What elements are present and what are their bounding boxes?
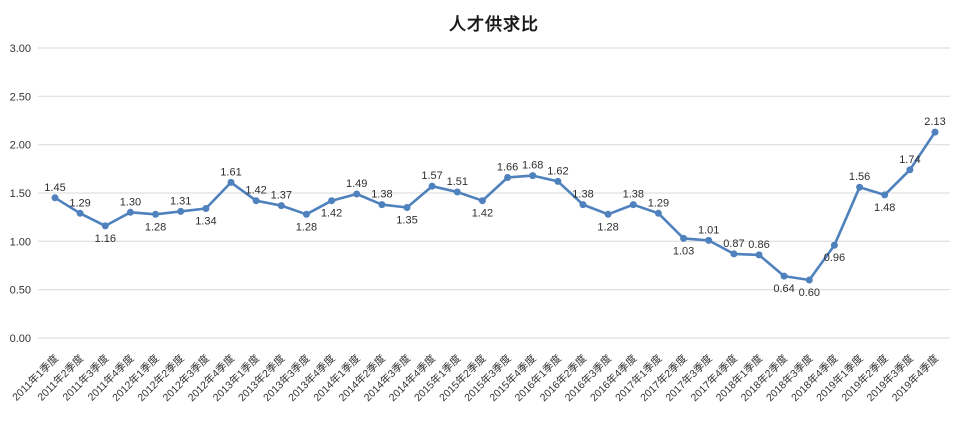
- y-axis-tick-label: 3.00: [10, 43, 31, 55]
- data-point-marker: [378, 201, 386, 209]
- data-point-marker: [403, 204, 411, 211]
- data-point-marker: [252, 197, 260, 205]
- data-point-marker: [906, 166, 914, 174]
- data-point-label: 1.48: [874, 202, 895, 214]
- data-point-label: 1.16: [95, 233, 116, 245]
- data-point-marker: [780, 272, 788, 280]
- data-point-label: 0.87: [723, 238, 744, 250]
- data-point-label: 1.31: [170, 195, 191, 207]
- data-point-marker: [277, 202, 285, 210]
- data-point-marker: [730, 250, 738, 258]
- data-point-label: 2.13: [924, 116, 945, 128]
- data-point-marker: [654, 209, 662, 217]
- data-point-label: 1.45: [44, 182, 65, 194]
- data-point-marker: [126, 208, 134, 216]
- data-point-label: 1.42: [245, 185, 266, 197]
- data-point-marker: [604, 210, 612, 218]
- y-axis-tick-label: 0.00: [10, 333, 31, 345]
- data-point-label: 0.60: [799, 287, 820, 299]
- y-axis-tick-label: 0.50: [10, 285, 31, 297]
- data-point-label: 1.38: [572, 189, 593, 201]
- data-point-marker: [629, 201, 637, 209]
- y-axis-tick-label: 1.00: [10, 236, 31, 248]
- data-point-label: 1.29: [69, 197, 90, 209]
- data-point-marker: [152, 210, 160, 218]
- data-point-label: 1.01: [698, 224, 719, 236]
- data-point-label: 1.30: [120, 196, 141, 208]
- data-point-marker: [931, 128, 939, 136]
- data-point-marker: [830, 241, 838, 249]
- data-point-marker: [755, 251, 763, 259]
- data-point-label: 1.42: [321, 208, 342, 220]
- data-point-marker: [202, 205, 210, 212]
- data-point-marker: [101, 222, 109, 230]
- data-point-label: 1.61: [220, 166, 241, 178]
- data-point-marker: [705, 236, 713, 244]
- y-axis-tick-label: 2.50: [10, 91, 31, 103]
- data-point-marker: [428, 182, 436, 190]
- data-point-label: 1.28: [296, 221, 317, 233]
- data-point-marker: [302, 210, 310, 218]
- data-point-marker: [680, 234, 688, 242]
- data-point-marker: [76, 209, 84, 217]
- series-line: [53, 130, 937, 282]
- data-point-marker: [328, 197, 336, 205]
- data-point-label: 1.38: [623, 189, 644, 201]
- data-point-label: 1.28: [597, 221, 618, 233]
- data-point-marker: [881, 191, 889, 199]
- chart-title: 人才供求比: [449, 15, 539, 35]
- data-point-marker: [177, 207, 185, 215]
- data-point-label: 1.49: [346, 178, 367, 190]
- data-point-label: 1.66: [497, 162, 518, 174]
- data-point-label: 1.03: [673, 245, 694, 257]
- data-point-marker: [856, 183, 864, 191]
- data-point-marker: [579, 201, 587, 209]
- data-point-marker: [529, 172, 537, 180]
- data-point-label: 1.38: [371, 189, 392, 201]
- data-point-marker: [554, 177, 562, 185]
- data-point-label: 1.34: [195, 216, 216, 228]
- data-point-marker: [453, 188, 461, 196]
- data-point-marker: [504, 174, 512, 181]
- data-point-label: 0.96: [824, 252, 845, 264]
- data-point-label: 1.35: [396, 215, 417, 227]
- data-point-label: 1.57: [421, 170, 442, 182]
- data-point-marker: [478, 197, 486, 205]
- data-point-label: 1.28: [145, 221, 166, 233]
- data-point-label: 1.37: [271, 190, 292, 202]
- data-point-label: 1.51: [447, 176, 468, 188]
- data-point-label: 1.42: [472, 208, 493, 220]
- data-point-label: 1.74: [899, 154, 920, 166]
- y-axis-tick-label: 1.50: [10, 188, 31, 200]
- data-point-marker: [353, 190, 361, 198]
- data-point-label: 1.29: [648, 197, 669, 209]
- data-point-label: 1.68: [522, 160, 543, 172]
- data-point-label: 1.62: [547, 165, 568, 177]
- data-point-label: 0.86: [748, 239, 769, 251]
- data-point-marker: [805, 276, 813, 284]
- data-point-label: 0.64: [773, 283, 794, 295]
- y-axis-tick-label: 2.00: [10, 140, 31, 152]
- data-point-marker: [51, 194, 59, 202]
- data-point-marker: [227, 178, 235, 186]
- data-point-label: 1.56: [849, 171, 870, 183]
